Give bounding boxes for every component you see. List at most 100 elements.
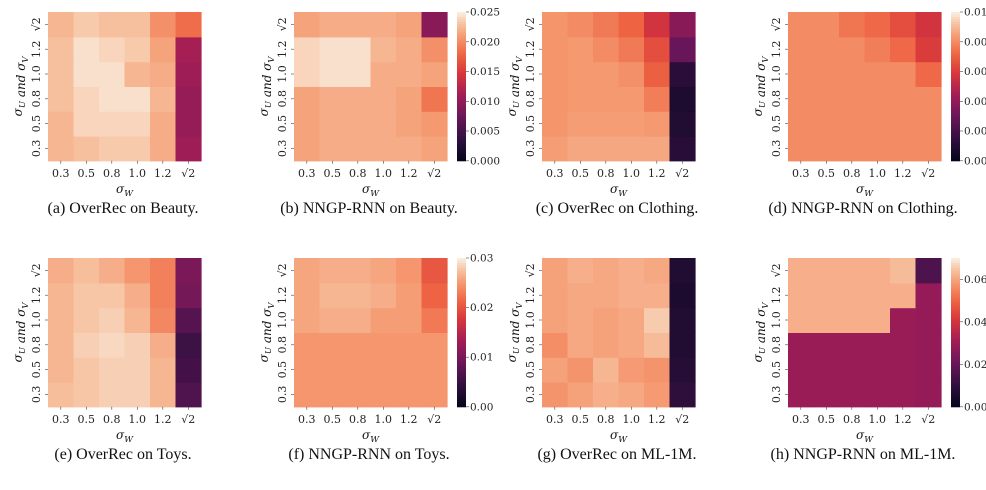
- heatmap-cell: [175, 36, 202, 63]
- heatmap-cell: [421, 357, 448, 383]
- heatmap-cell: [864, 307, 891, 333]
- heatmap-cell: [345, 307, 372, 333]
- heatmap-cell: [370, 258, 397, 284]
- heatmap-cell: [319, 12, 346, 38]
- heatmap-svg: 0.3 0.5 0.8 1.0 1.2 √2 0.3 0.5 0.8 1.0 1.2 √2 σW σU a…: [505, 258, 696, 445]
- heatmap-cell: [370, 357, 397, 383]
- heatmap-cell: [150, 61, 177, 87]
- heatmap-cell: [644, 307, 671, 333]
- heatmap-cell: [124, 282, 151, 309]
- x-tick-label: 0.3: [52, 413, 70, 426]
- y-axis-label: σU and σV: [505, 56, 525, 117]
- heatmap-cell: [593, 12, 620, 38]
- x-tick-label: 0.8: [597, 413, 615, 426]
- heatmap-cell: [593, 86, 620, 112]
- heatmap-cell: [396, 258, 423, 284]
- x-tick-label: 0.3: [298, 413, 316, 426]
- y-tick-label: 1.2: [276, 286, 289, 304]
- heatmap-cell: [175, 258, 202, 284]
- heatmap-cell: [915, 332, 942, 358]
- heatmap-cells: [294, 12, 448, 162]
- heatmap-cell: [567, 332, 594, 358]
- heatmap-cell: [48, 61, 75, 87]
- y-tick-label: 0.8: [276, 90, 289, 108]
- heatmap-cell: [48, 111, 75, 137]
- heatmap-cell: [788, 12, 815, 38]
- heatmap-cell: [175, 111, 202, 137]
- heatmap-cell: [396, 86, 423, 112]
- heatmap-cell: [150, 258, 177, 284]
- heatmap-cell: [542, 307, 569, 333]
- heatmap-cell: [915, 12, 942, 38]
- heatmap-cell: [618, 61, 645, 87]
- heatmap-cell: [567, 136, 594, 162]
- heatmap-cell: [839, 136, 866, 162]
- heatmap-cell: [839, 258, 866, 284]
- heatmap-cell: [396, 12, 423, 38]
- x-tick-label: √2: [181, 413, 195, 426]
- heatmap-cell: [644, 332, 671, 358]
- heatmap-cell: [345, 111, 372, 137]
- heatmap-panel: 0.3 0.5 0.8 1.0 1.2 √2 0.3 0.5 0.8 1.0 1.2 √2 σW σU a…: [494, 0, 740, 244]
- heatmap-cell: [839, 61, 866, 87]
- heatmap-cell: [73, 332, 100, 358]
- heatmap-cell: [175, 282, 202, 309]
- heatmap-cell: [593, 36, 620, 63]
- heatmap-cell: [319, 136, 346, 162]
- y-tick-label: 0.3: [770, 140, 783, 158]
- heatmap-cell: [915, 382, 942, 408]
- heatmap-cell: [421, 36, 448, 63]
- heatmap-cell: [839, 307, 866, 333]
- heatmap-cell: [618, 136, 645, 162]
- heatmap-cell: [370, 61, 397, 87]
- heatmap-cell: [890, 111, 917, 137]
- x-tick-label: √2: [675, 413, 689, 426]
- subfigure-caption: (g) OverRec on ML-1M.: [537, 446, 697, 463]
- colorbar: [457, 12, 466, 162]
- heatmap-cell: [890, 136, 917, 162]
- heatmap-cell: [396, 61, 423, 87]
- heatmap-cell: [542, 357, 569, 383]
- y-axis-label: σU and σV: [257, 56, 277, 117]
- heatmap-cell: [915, 86, 942, 112]
- heatmap-cell: [813, 36, 840, 63]
- heatmap-cell: [421, 136, 448, 162]
- heatmap-cell: [370, 332, 397, 358]
- x-tick-label: 0.8: [349, 167, 367, 180]
- heatmap-cell: [593, 136, 620, 162]
- heatmap-cell: [915, 357, 942, 383]
- y-tick-label: 1.0: [524, 311, 537, 329]
- heatmap-cell: [567, 357, 594, 383]
- heatmap-cell: [124, 86, 151, 112]
- heatmap-cell: [48, 282, 75, 309]
- heatmap-cell: [175, 136, 202, 162]
- heatmap-cell: [813, 136, 840, 162]
- colorbar: [457, 258, 466, 408]
- subfigure-caption: (c) OverRec on Clothing.: [535, 200, 699, 217]
- heatmap-cell: [124, 61, 151, 87]
- heatmap-cell: [839, 86, 866, 112]
- heatmap-cell: [839, 111, 866, 137]
- heatmap-cell: [542, 282, 569, 309]
- heatmap-cell: [370, 111, 397, 137]
- y-tick-label: 0.8: [524, 90, 537, 108]
- heatmap-cell: [813, 357, 840, 383]
- y-tick-label: 0.5: [770, 115, 783, 133]
- heatmap-cell: [73, 382, 100, 408]
- x-tick-label: 1.0: [375, 413, 393, 426]
- heatmap-cell: [396, 382, 423, 408]
- heatmap-cell: [542, 36, 569, 63]
- y-tick-label: 0.3: [770, 386, 783, 404]
- heatmap-cell: [99, 12, 126, 38]
- heatmap-cell: [915, 61, 942, 87]
- heatmap-cell: [839, 282, 866, 309]
- subfigure-caption: (a) OverRec on Beauty.: [47, 200, 199, 217]
- y-tick-label: 1.0: [770, 65, 783, 83]
- y-tick-label: 0.8: [30, 90, 43, 108]
- heatmap-cell: [593, 282, 620, 309]
- heatmap-cell: [124, 357, 151, 383]
- x-axis-label: σW: [362, 182, 380, 199]
- x-tick-label: 0.3: [792, 167, 810, 180]
- y-tick-label: 0.5: [770, 361, 783, 379]
- heatmap-cell: [294, 258, 321, 284]
